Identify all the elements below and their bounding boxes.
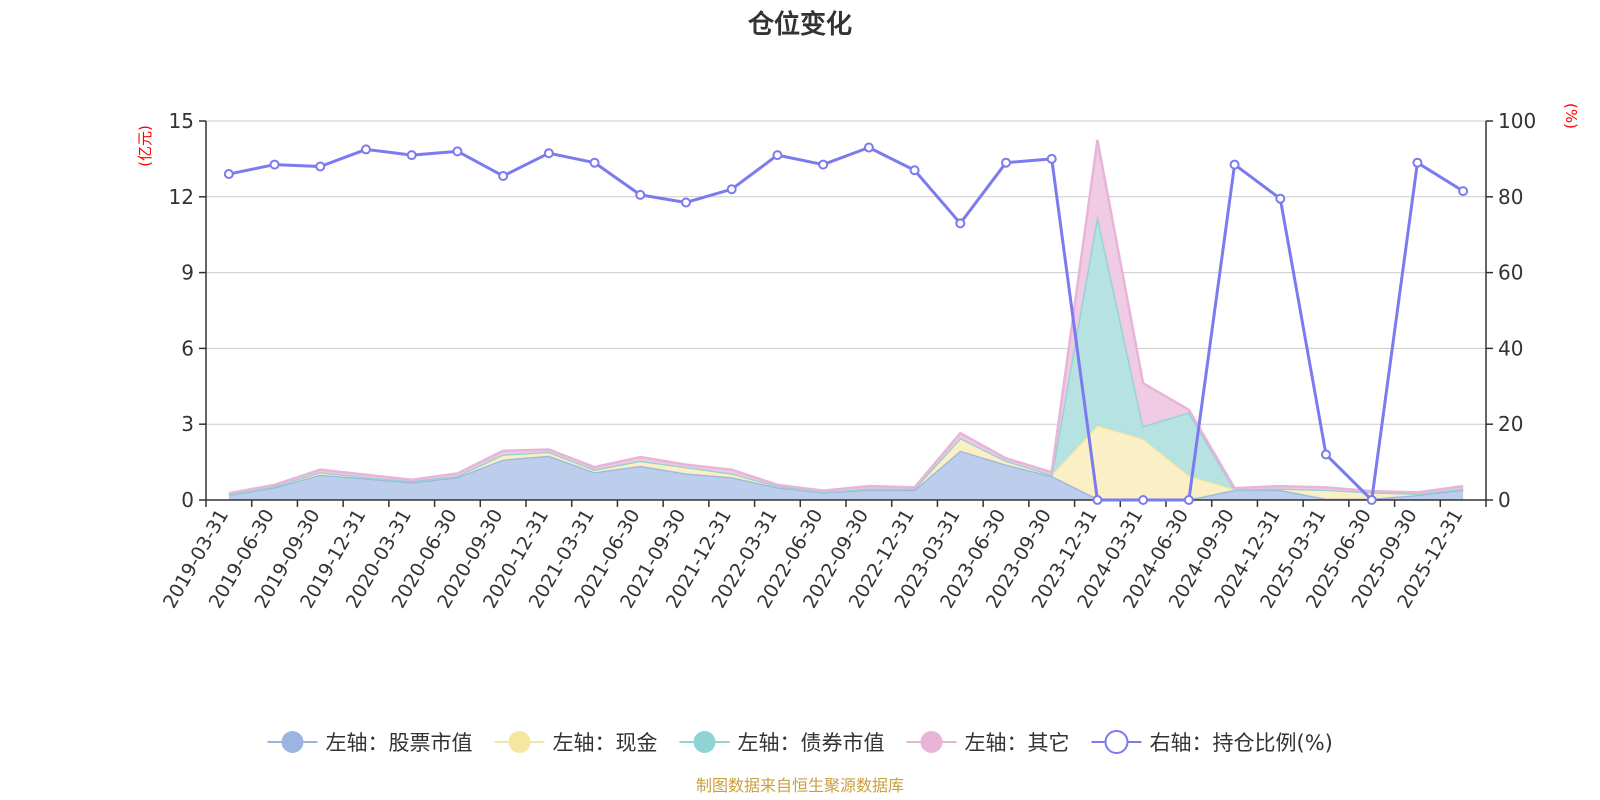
left-tick-label-5: 15	[169, 109, 194, 133]
left-tick-label-0: 0	[181, 488, 194, 512]
stacked-areas	[228, 139, 1464, 501]
ratio-point-11[interactable]	[726, 184, 737, 195]
ratio-point-9[interactable]	[635, 189, 646, 200]
legend-item-2[interactable]: 左轴：债券市值	[679, 731, 885, 755]
legend-item-0[interactable]: 左轴：股票市值	[267, 731, 473, 755]
ratio-line	[223, 142, 1469, 505]
area-edge-3	[228, 139, 1464, 495]
legend-label-1: 左轴：现金	[553, 731, 658, 755]
ratio-point-20[interactable]	[1138, 495, 1149, 505]
area-2	[228, 215, 1464, 495]
left-tick-label-3: 9	[181, 261, 194, 285]
right-tick-label-2: 40	[1498, 336, 1523, 360]
ratio-point-8[interactable]	[589, 157, 600, 168]
ratio-point-10[interactable]	[681, 197, 691, 208]
legend-label-4: 右轴：持仓比例(%)	[1150, 731, 1333, 755]
legend-marker-0	[281, 731, 304, 753]
chart-title: 仓位变化	[747, 9, 852, 40]
ratio-point-25[interactable]	[1366, 495, 1377, 505]
legend-label-3: 左轴：其它	[965, 731, 1070, 755]
legend-item-1[interactable]: 左轴：现金	[494, 731, 658, 755]
axes: 036912150204060801002019-03-312019-06-30…	[159, 109, 1536, 612]
legend-marker-1	[508, 731, 531, 753]
ratio-point-5[interactable]	[452, 146, 463, 157]
ratio-point-18[interactable]	[1046, 153, 1057, 164]
area-0	[228, 450, 1464, 500]
legend-item-4[interactable]: 右轴：持仓比例(%)	[1091, 730, 1333, 755]
ratio-point-6[interactable]	[498, 170, 509, 181]
ratio-point-0[interactable]	[223, 169, 234, 180]
legend-marker-4	[1104, 730, 1129, 754]
left-tick-label-1: 3	[181, 412, 194, 436]
right-tick-label-3: 60	[1498, 261, 1523, 285]
ratio-point-4[interactable]	[406, 150, 417, 161]
ratio-point-12[interactable]	[772, 150, 783, 161]
ratio-point-1[interactable]	[269, 159, 280, 170]
source-note: 制图数据来自恒生聚源数据库	[696, 776, 904, 795]
ratio-point-17[interactable]	[1001, 157, 1011, 168]
left-tick-label-4: 12	[169, 185, 194, 209]
ratio-point-13[interactable]	[818, 159, 829, 170]
ratio-point-21[interactable]	[1183, 495, 1194, 505]
ratio-point-2[interactable]	[315, 161, 326, 172]
legend-marker-2	[693, 731, 716, 753]
ratio-point-14[interactable]	[863, 142, 874, 153]
ratio-point-27[interactable]	[1458, 186, 1469, 197]
ratio-point-24[interactable]	[1321, 449, 1331, 460]
legend-item-3[interactable]: 左轴：其它	[906, 731, 1070, 755]
ratio-point-16[interactable]	[955, 218, 966, 229]
area-edge-2	[228, 215, 1464, 496]
area-1	[228, 425, 1464, 500]
ratio-point-23[interactable]	[1275, 193, 1286, 204]
left-axis-unit: (亿元)	[136, 125, 154, 167]
ratio-line-path	[228, 146, 1464, 502]
right-tick-label-0: 0	[1498, 488, 1511, 512]
ratio-point-26[interactable]	[1412, 157, 1423, 168]
legend-label-2: 左轴：债券市值	[738, 731, 885, 755]
ratio-point-22[interactable]	[1229, 159, 1240, 170]
right-tick-label-1: 20	[1498, 412, 1523, 436]
legend-label-0: 左轴：股票市值	[326, 731, 473, 755]
right-tick-label-5: 100	[1498, 109, 1536, 133]
ratio-point-19[interactable]	[1092, 495, 1103, 505]
ratio-point-7[interactable]	[543, 148, 554, 159]
ratio-point-15[interactable]	[909, 165, 920, 176]
left-tick-label-2: 6	[181, 336, 194, 360]
ratio-point-3[interactable]	[361, 144, 371, 155]
area-3	[228, 139, 1464, 495]
grid-lines	[206, 120, 1486, 425]
legend: 左轴：股票市值 左轴：现金 左轴：债券市值 左轴：其它 右轴：持仓比例(%)	[267, 730, 1333, 755]
right-tick-label-4: 80	[1498, 185, 1523, 209]
right-axis-unit: (%)	[1562, 103, 1580, 129]
legend-marker-3	[920, 731, 943, 753]
